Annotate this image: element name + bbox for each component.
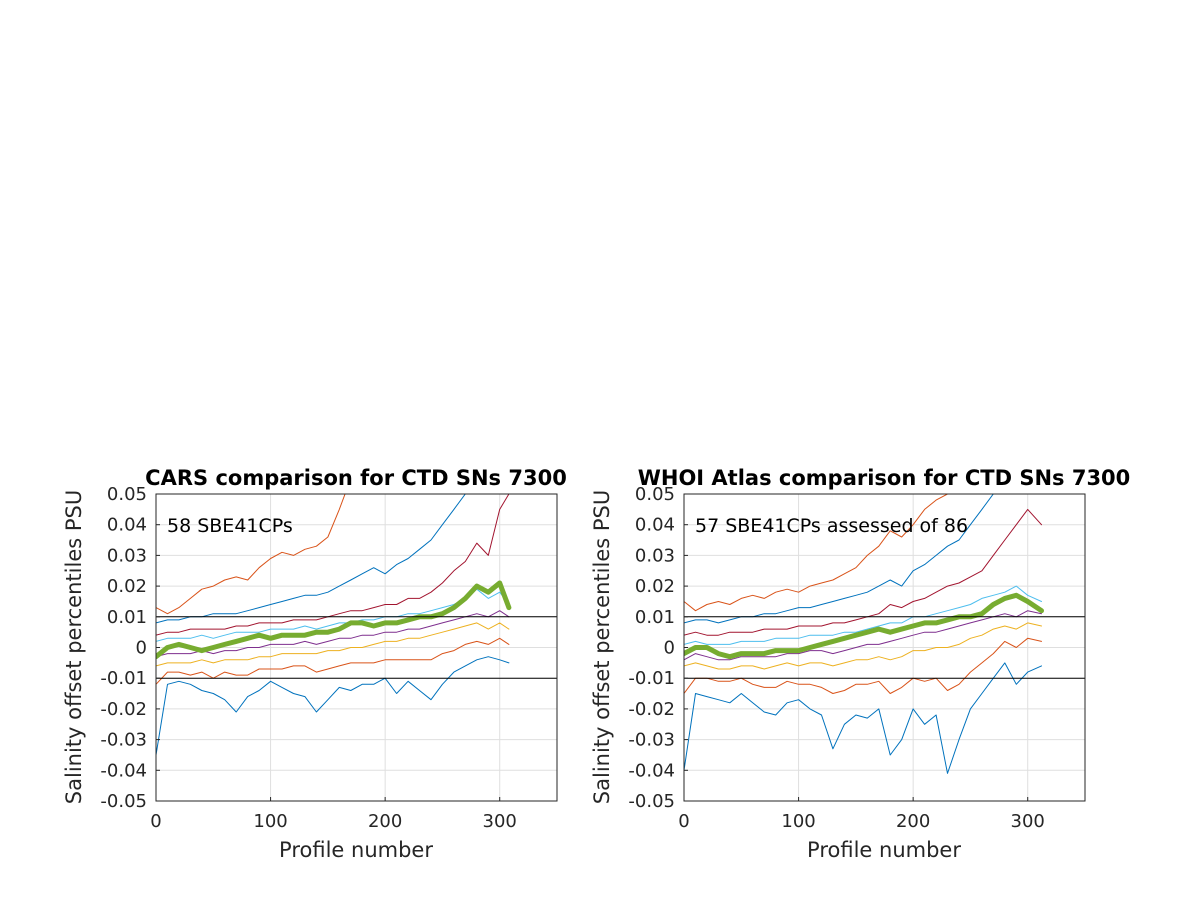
cars-series-p90 xyxy=(156,494,466,624)
whoi-x-axis-label: Profile number xyxy=(807,838,961,862)
whoi-series-p40 xyxy=(684,610,1042,661)
whoi-x-tick-label: 300 xyxy=(1011,811,1045,832)
whoi-y-tick-label: 0 xyxy=(664,638,675,659)
whoi-plot-area: 0 100 200 300 -0.05 -0.04 -0.03 -0.02 -0.01 0 0.01… xyxy=(628,484,1086,832)
cars-x-tick-label: 0 xyxy=(150,811,161,832)
whoi-x-tick-label: 200 xyxy=(896,811,930,832)
whoi-y-tick-label: -0.05 xyxy=(628,791,675,812)
whoi-series-p95 xyxy=(684,494,949,612)
whoi-series-median xyxy=(684,592,1044,660)
whoi-x-tick-label: 0 xyxy=(678,811,689,832)
cars-y-tick-label: 0 xyxy=(136,638,147,659)
whoi-chart-title: WHOI Atlas comparison for CTD SNs 7300 xyxy=(638,466,1131,490)
cars-y-tick-label: 0.02 xyxy=(107,576,147,597)
cars-plot-area: 0 100 200 300 -0.05 -0.04 -0.03 -0.02 -0.01 0 0.01… xyxy=(100,484,558,832)
cars-chart: 0 100 200 300 -0.05 -0.04 -0.03 -0.02 -0.01 0 0.01… xyxy=(62,466,567,862)
cars-y-axis-label: Salinity offset percentiles PSU xyxy=(62,490,86,804)
cars-x-tick-label: 300 xyxy=(483,811,517,832)
whoi-y-tick-label: 0.02 xyxy=(635,576,675,597)
cars-x-tick-label: 100 xyxy=(253,811,287,832)
whoi-annotation: 57 SBE41CPs assessed of 86 xyxy=(695,515,968,537)
whoi-series-p25 xyxy=(684,622,1042,670)
whoi-y-axis-label: Salinity offset percentiles PSU xyxy=(590,490,614,804)
cars-series-p25 xyxy=(156,622,510,667)
whoi-chart: 0 100 200 300 -0.05 -0.04 -0.03 -0.02 -0.01 0 0.01… xyxy=(590,466,1131,862)
whoi-x-tick-label: 100 xyxy=(781,811,815,832)
whoi-y-tick-label: 0.05 xyxy=(635,484,675,505)
whoi-y-tick-label: 0.03 xyxy=(635,545,675,566)
cars-y-tick-label: 0.04 xyxy=(107,515,147,536)
whoi-y-tick-label: -0.04 xyxy=(628,760,675,781)
whoi-series-p5 xyxy=(684,662,1042,774)
cars-series-p5 xyxy=(156,656,510,756)
cars-series-p95 xyxy=(156,494,346,615)
whoi-y-tick-label: -0.02 xyxy=(628,699,675,720)
cars-series-p60 xyxy=(156,588,510,642)
whoi-series-group xyxy=(684,494,1044,774)
cars-series-group xyxy=(156,494,512,756)
cars-y-tick-label: -0.03 xyxy=(100,730,147,751)
cars-series-p40 xyxy=(156,610,510,658)
cars-annotation: 58 SBE41CPs xyxy=(167,515,293,537)
whoi-series-p60 xyxy=(684,585,1042,645)
cars-series-p10 xyxy=(156,637,510,685)
cars-x-tick-label: 200 xyxy=(368,811,402,832)
cars-y-tick-label: -0.04 xyxy=(100,760,147,781)
whoi-series-p10 xyxy=(684,637,1042,694)
cars-series-median xyxy=(156,580,512,660)
cars-y-tick-label: -0.01 xyxy=(100,668,147,689)
cars-x-axis-label: Profile number xyxy=(279,838,433,862)
whoi-y-tick-label: -0.01 xyxy=(628,668,675,689)
cars-chart-title: CARS comparison for CTD SNs 7300 xyxy=(145,466,567,490)
cars-y-tick-label: 0.01 xyxy=(107,607,147,628)
cars-y-tick-label: 0.05 xyxy=(107,484,147,505)
cars-y-tick-label: 0.03 xyxy=(107,545,147,566)
whoi-y-tick-label: -0.03 xyxy=(628,730,675,751)
whoi-y-tick-label: 0.04 xyxy=(635,515,675,536)
whoi-y-tick-label: 0.01 xyxy=(635,607,675,628)
cars-y-tick-label: -0.05 xyxy=(100,791,147,812)
whoi-series-p75 xyxy=(684,508,1042,636)
cars-series-p75 xyxy=(156,494,510,636)
cars-y-tick-label: -0.02 xyxy=(100,699,147,720)
